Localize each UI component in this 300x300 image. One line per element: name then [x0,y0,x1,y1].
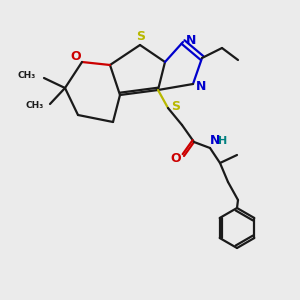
Text: N: N [196,80,206,92]
Text: S: S [172,100,181,113]
Text: O: O [171,152,181,164]
Text: CH₃: CH₃ [18,70,36,80]
Text: S: S [136,31,146,44]
Text: CH₃: CH₃ [26,101,44,110]
Text: N: N [186,34,196,46]
Text: H: H [218,136,228,146]
Text: N: N [210,134,220,148]
Text: O: O [71,50,81,64]
